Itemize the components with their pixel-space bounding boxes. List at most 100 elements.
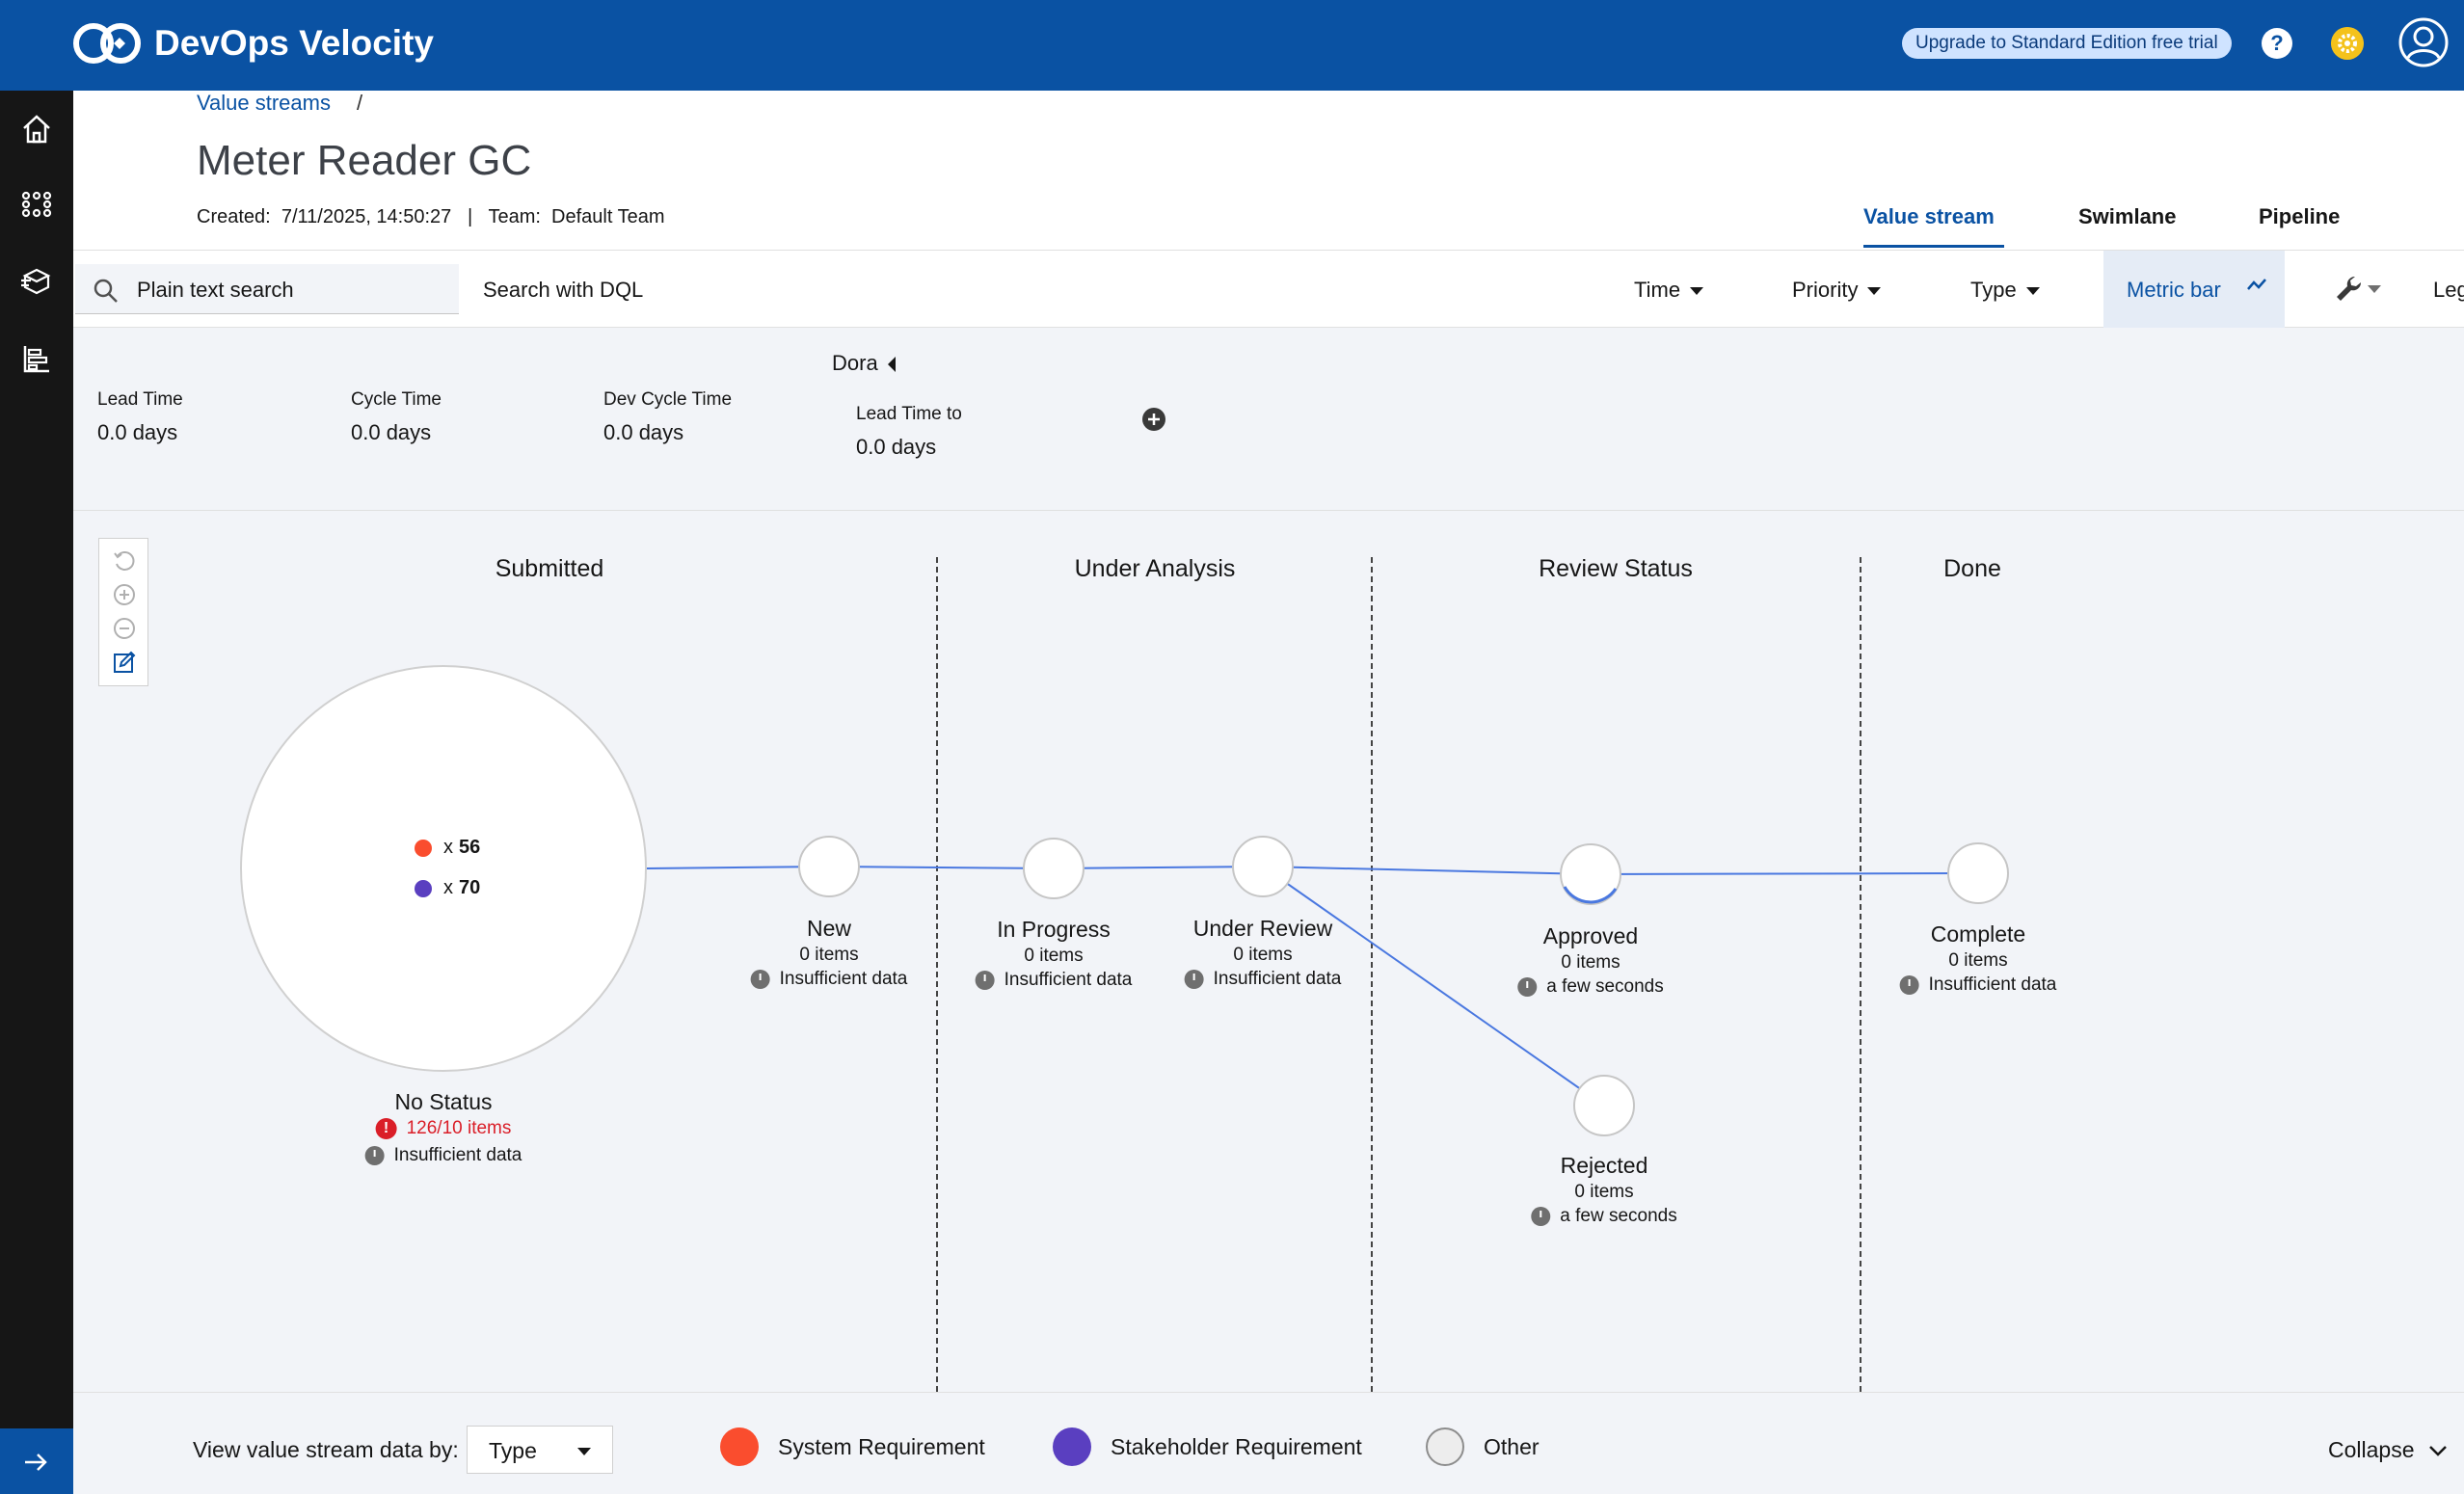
column-divider xyxy=(1371,557,1373,1392)
chevron-down-icon xyxy=(1867,287,1882,296)
column-divider xyxy=(1860,557,1861,1392)
node-new[interactable] xyxy=(798,836,860,897)
node-items: 0 items xyxy=(1561,952,1620,973)
node-label: Complete xyxy=(1930,921,2026,947)
legend-button[interactable]: Leg xyxy=(2433,278,2464,302)
zoom-out-icon[interactable] xyxy=(112,616,137,641)
page-header: Value streams / Meter Reader GC Created:… xyxy=(73,91,2464,251)
time-dropdown[interactable]: Time xyxy=(1634,278,1704,303)
system-requirement-dot xyxy=(415,839,432,857)
chevron-down-icon xyxy=(1690,287,1704,296)
search-input[interactable]: Plain text search xyxy=(75,264,459,314)
zoom-in-icon[interactable] xyxy=(112,582,137,607)
count-value: 70 xyxy=(459,877,481,898)
priority-dropdown[interactable]: Priority xyxy=(1792,278,1882,303)
active-tab-indicator xyxy=(1863,245,2004,248)
count-prefix: x xyxy=(443,877,453,898)
user-avatar-icon[interactable] xyxy=(2398,17,2449,67)
node-approved-progress xyxy=(1563,886,1618,904)
node-label: No Status xyxy=(394,1089,493,1114)
clock-icon xyxy=(750,970,770,989)
expand-nav-button[interactable] xyxy=(0,1428,73,1494)
page-title: Meter Reader GC xyxy=(197,137,532,184)
metric-value: 0.0 days xyxy=(856,435,937,459)
view-by-value: Type xyxy=(489,1438,537,1463)
breadcrumb-value-streams[interactable]: Value streams xyxy=(197,91,331,115)
chevron-down-icon[interactable] xyxy=(2368,285,2381,293)
node-items-warning: ! 126/10 items xyxy=(375,1118,512,1139)
node-time: a few seconds xyxy=(1517,976,1664,998)
legend-dot xyxy=(720,1427,759,1466)
releases-icon[interactable] xyxy=(19,264,54,299)
node-rejected[interactable] xyxy=(1573,1075,1635,1136)
wrench-icon[interactable] xyxy=(2334,274,2363,303)
node-items: 126/10 items xyxy=(406,1118,512,1138)
dql-search-link[interactable]: Search with DQL xyxy=(483,278,644,302)
app-logo[interactable]: DevOps Velocity xyxy=(71,21,434,66)
top-bar: DevOps Velocity Upgrade to Standard Edit… xyxy=(0,0,2464,91)
node-in-progress[interactable] xyxy=(1023,838,1085,899)
zoom-controls xyxy=(98,538,148,686)
tab-pipeline[interactable]: Pipeline xyxy=(2259,204,2341,228)
flow-connectors xyxy=(646,866,1979,1107)
node-items: 0 items xyxy=(1574,1182,1634,1202)
node-no-status[interactable] xyxy=(240,665,647,1072)
page-meta: Created: 7/11/2025, 14:50:27 | Team: Def… xyxy=(197,206,665,227)
column-title-review-status: Review Status xyxy=(1539,555,1693,582)
view-by-label: View value stream data by: xyxy=(193,1437,459,1462)
left-navigation xyxy=(0,91,73,1494)
metric-bar-toggle[interactable]: Metric bar xyxy=(2103,251,2285,328)
dashboards-icon[interactable] xyxy=(19,341,54,376)
infinity-logo-icon xyxy=(73,23,141,64)
warning-icon: ! xyxy=(375,1118,397,1139)
clock-icon xyxy=(1899,975,1919,995)
node-items: 0 items xyxy=(1024,946,1084,966)
add-metric-icon[interactable] xyxy=(1141,407,1166,432)
time-label: Time xyxy=(1634,278,1681,302)
settings-gear-icon[interactable] xyxy=(2331,27,2364,60)
node-items: 0 items xyxy=(1233,945,1293,965)
value-streams-icon[interactable] xyxy=(19,187,54,222)
edit-icon[interactable] xyxy=(112,650,137,675)
collapse-button[interactable]: Collapse xyxy=(2328,1437,2448,1463)
app-title: DevOps Velocity xyxy=(154,23,434,63)
column-title-done: Done xyxy=(1943,555,2001,582)
node-time: Insufficient data xyxy=(1899,974,2056,996)
node-time-text: Insufficient data xyxy=(1004,970,1133,990)
home-icon[interactable] xyxy=(19,112,54,147)
filter-bar: Plain text search Search with DQL Time P… xyxy=(73,251,2464,328)
tab-swimlane[interactable]: Swimlane xyxy=(2078,204,2177,228)
type-dropdown[interactable]: Type xyxy=(1970,278,2040,303)
chevron-up-icon xyxy=(2247,279,2266,290)
column-divider xyxy=(936,557,938,1392)
clock-icon xyxy=(364,1146,385,1165)
legend-other[interactable]: Other xyxy=(1426,1427,1540,1466)
expand-arrow-icon xyxy=(25,1454,47,1471)
legend-label: Stakeholder Requirement xyxy=(1111,1433,1362,1459)
node-label: Under Review xyxy=(1192,916,1333,941)
node-items: 0 items xyxy=(1948,950,2008,971)
help-icon[interactable]: ? xyxy=(2262,28,2292,59)
node-approved[interactable] xyxy=(1560,843,1621,905)
view-by-select[interactable]: Type xyxy=(467,1426,613,1474)
legend-system-requirement[interactable]: System Requirement xyxy=(720,1427,985,1466)
upgrade-button[interactable]: Upgrade to Standard Edition free trial xyxy=(1902,28,2232,59)
column-title-submitted: Submitted xyxy=(495,555,604,582)
dora-group-toggle[interactable]: Dora xyxy=(832,351,896,376)
reset-icon[interactable] xyxy=(112,548,137,574)
node-under-review[interactable] xyxy=(1232,836,1294,897)
metric-value: 0.0 days xyxy=(603,420,684,444)
metric-label: Lead Time to xyxy=(856,404,962,424)
node-label: Approved xyxy=(1542,923,1639,948)
node-time-text: Insufficient data xyxy=(1213,969,1342,989)
flow-graph xyxy=(240,665,2009,1136)
count-system-requirement: x 56 xyxy=(415,837,480,859)
chevron-down-icon xyxy=(577,1448,591,1455)
legend-stakeholder-requirement[interactable]: Stakeholder Requirement xyxy=(1053,1427,1362,1466)
node-label: Rejected xyxy=(1560,1153,1648,1178)
node-complete[interactable] xyxy=(1947,842,2009,904)
value-stream-canvas[interactable]: Submitted Under Analysis Review Status D… xyxy=(73,511,2464,1392)
clock-icon xyxy=(1517,977,1538,997)
tab-value-stream[interactable]: Value stream xyxy=(1863,204,1995,228)
node-time: a few seconds xyxy=(1531,1206,1677,1227)
